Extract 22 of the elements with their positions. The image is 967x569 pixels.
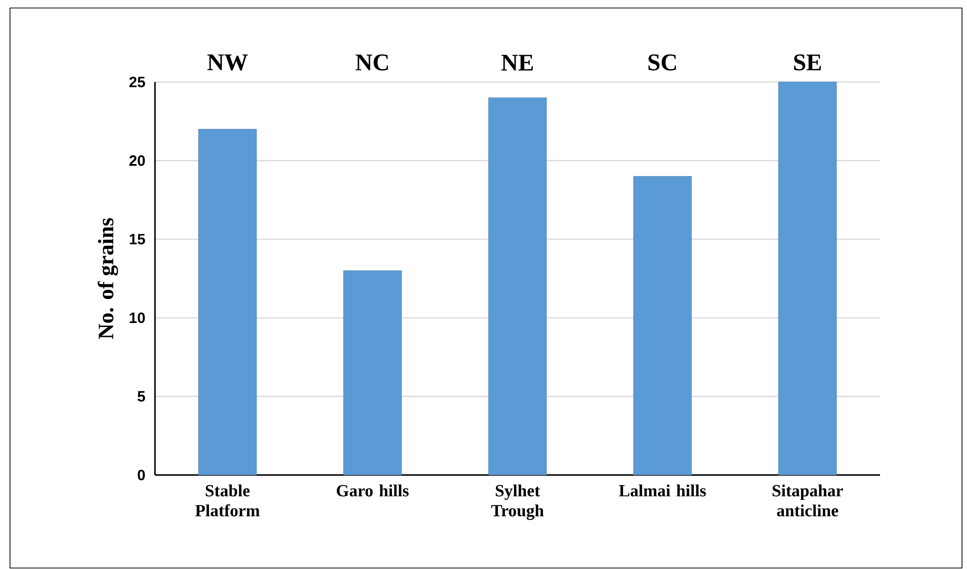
x-tick-label: Stable Platform	[195, 484, 260, 516]
x-tick-label: Garo hills	[336, 484, 409, 496]
bar	[488, 98, 547, 476]
text: SC	[648, 54, 676, 70]
y-tick-label: 5	[138, 391, 146, 402]
x-tick-label: Lalmai hills	[619, 484, 706, 496]
y-tick-label: 10	[130, 312, 145, 324]
text: SE	[794, 54, 821, 70]
x-tick-label: Sylhet Trough	[491, 484, 544, 520]
bar	[633, 176, 692, 476]
bar	[778, 82, 837, 476]
y-tick-label: 20	[129, 155, 145, 166]
y-tick-label: 15	[130, 234, 146, 244]
y-axis-title: No. of grains	[98, 218, 118, 339]
x-tick-label: Sitapahar anticline	[772, 484, 843, 516]
y-tick-label: 0	[138, 470, 145, 480]
bar	[343, 270, 402, 476]
text: NW	[207, 54, 248, 70]
y-tick-label: 25	[129, 76, 146, 88]
text: NE	[501, 54, 533, 70]
text: NC	[356, 54, 388, 70]
bar	[198, 128, 257, 476]
